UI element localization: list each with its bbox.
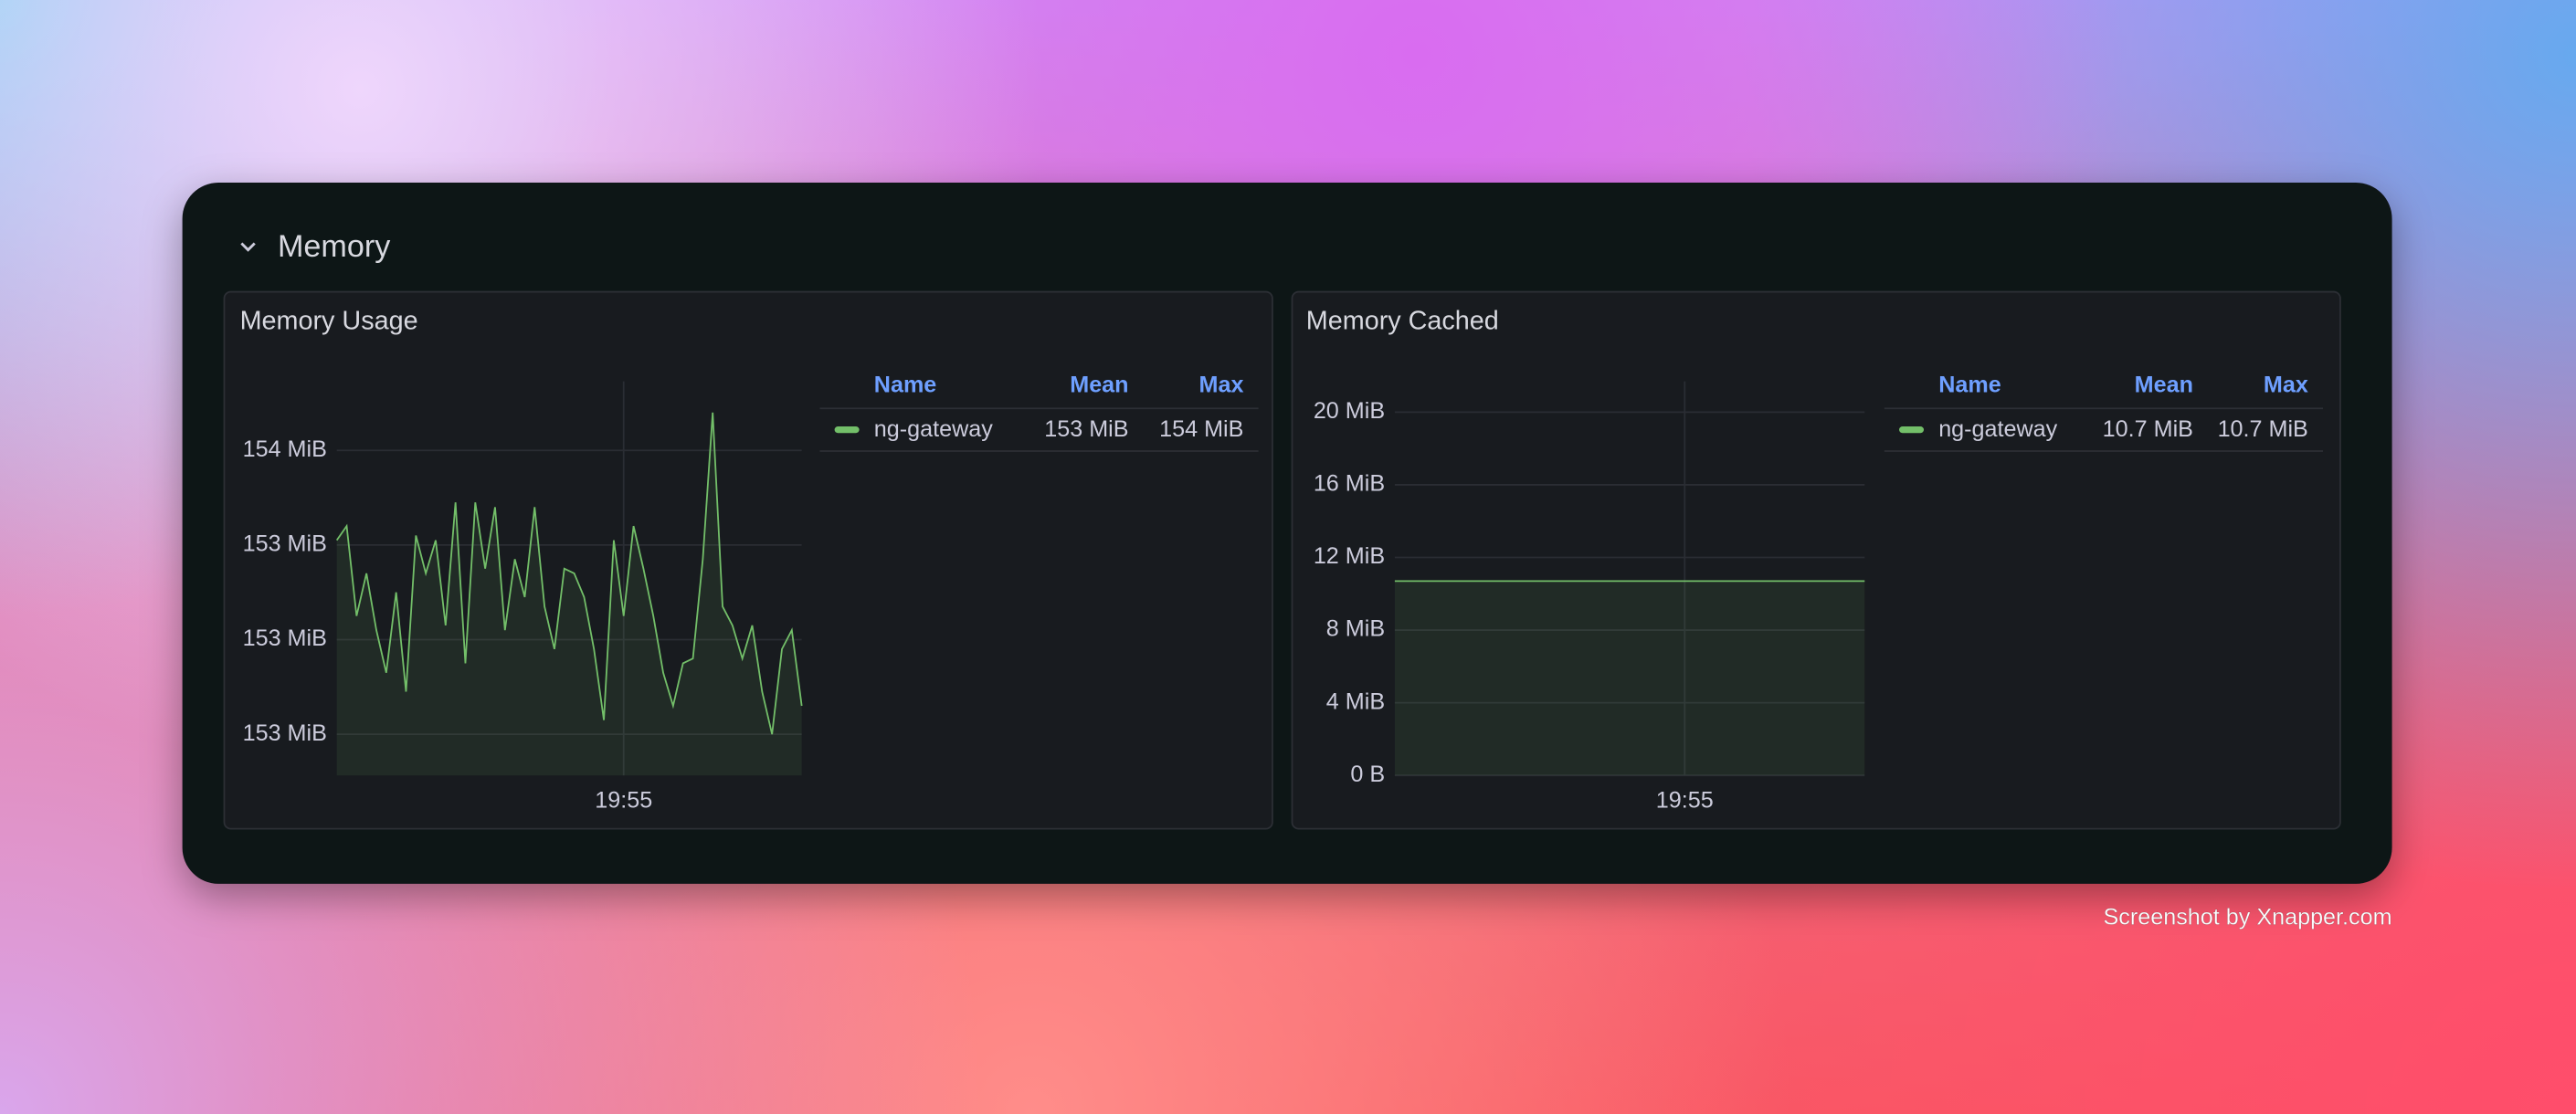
y-tick-label: 4 MiB <box>1326 688 1385 714</box>
area-fill <box>1394 581 1865 776</box>
y-tick-label: 153 MiB <box>243 625 327 651</box>
legend-mean: 10.7 MiB <box>2103 416 2193 442</box>
section-title[interactable]: Memory <box>278 229 391 264</box>
y-tick-label: 153 MiB <box>243 720 327 746</box>
legend-max: 10.7 MiB <box>2218 416 2308 442</box>
legend-header: Max <box>1199 373 1244 398</box>
legend-header: Name <box>1938 373 2001 398</box>
x-tick-label: 19:55 <box>1656 788 1714 814</box>
x-tick-label: 19:55 <box>595 788 652 814</box>
panel <box>1291 290 2341 830</box>
panel <box>223 290 1273 830</box>
legend-entry[interactable]: ng-gateway <box>874 416 993 442</box>
legend-swatch[interactable] <box>1899 426 1925 434</box>
legend-max: 154 MiB <box>1159 416 1243 442</box>
watermark: Screenshot by Xnapper.com <box>2104 904 2392 930</box>
y-tick-label: 16 MiB <box>1314 471 1385 497</box>
legend-header: Name <box>874 373 937 398</box>
series-line <box>335 412 803 735</box>
legend-header: Mean <box>2135 373 2193 398</box>
y-tick-label: 8 MiB <box>1326 616 1385 642</box>
legend-header: Max <box>2264 373 2308 398</box>
collapse-chevron[interactable] <box>240 242 256 252</box>
legend-mean: 153 MiB <box>1044 416 1128 442</box>
y-tick-label: 0 B <box>1350 762 1385 787</box>
y-tick-label: 12 MiB <box>1314 543 1385 569</box>
legend-header: Mean <box>1070 373 1128 398</box>
legend-swatch[interactable] <box>834 426 860 434</box>
area-fill <box>336 412 802 776</box>
y-tick-label: 20 MiB <box>1314 398 1385 424</box>
panel-title: Memory Usage <box>240 306 418 335</box>
legend-entry[interactable]: ng-gateway <box>1938 416 2057 442</box>
y-tick-label: 154 MiB <box>243 436 327 462</box>
y-tick-label: 153 MiB <box>243 531 327 557</box>
panel-title: Memory Cached <box>1306 306 1499 335</box>
